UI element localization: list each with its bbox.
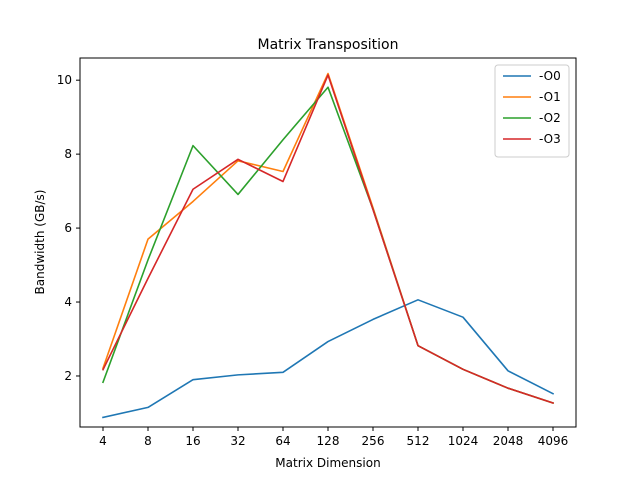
x-tick-label: 2048 [493,434,524,448]
legend-label: -O2 [539,111,561,125]
x-tick-label: 512 [407,434,430,448]
y-tick-label: 6 [64,221,72,235]
y-axis: 2 4 6 8 10 [57,73,80,383]
x-tick-label: 4 [99,434,107,448]
series-line-4 [101,74,555,404]
x-axis-label: Matrix Dimension [275,456,380,470]
x-tick-label: 64 [275,434,290,448]
x-tick-label: 1024 [448,434,479,448]
legend-label: -O0 [539,69,561,83]
x-axis: 4 8 16 32 64 128 256 512 1024 2048 4096 [99,427,568,448]
y-tick-label: 4 [64,295,72,309]
series-layer [101,72,555,419]
x-tick-label: 16 [185,434,200,448]
x-tick-label: 256 [362,434,385,448]
y-axis-label: Bandwidth (GB/s) [33,190,47,295]
series-line-1 [102,299,555,419]
x-tick-label: 4096 [538,434,569,448]
x-tick-label: 32 [230,434,245,448]
legend-label: -O1 [539,90,561,104]
legend-box [494,64,570,158]
chart-title: Matrix Transposition [258,37,399,53]
y-tick-label: 10 [57,73,72,87]
legend-label: -O3 [539,132,561,146]
y-tick-label: 2 [64,369,72,383]
y-tick-label: 8 [64,147,72,161]
x-tick-label: 128 [317,434,340,448]
legend: -O0 -O1 -O2 -O3 [494,64,570,158]
x-tick-label: 8 [144,434,152,448]
